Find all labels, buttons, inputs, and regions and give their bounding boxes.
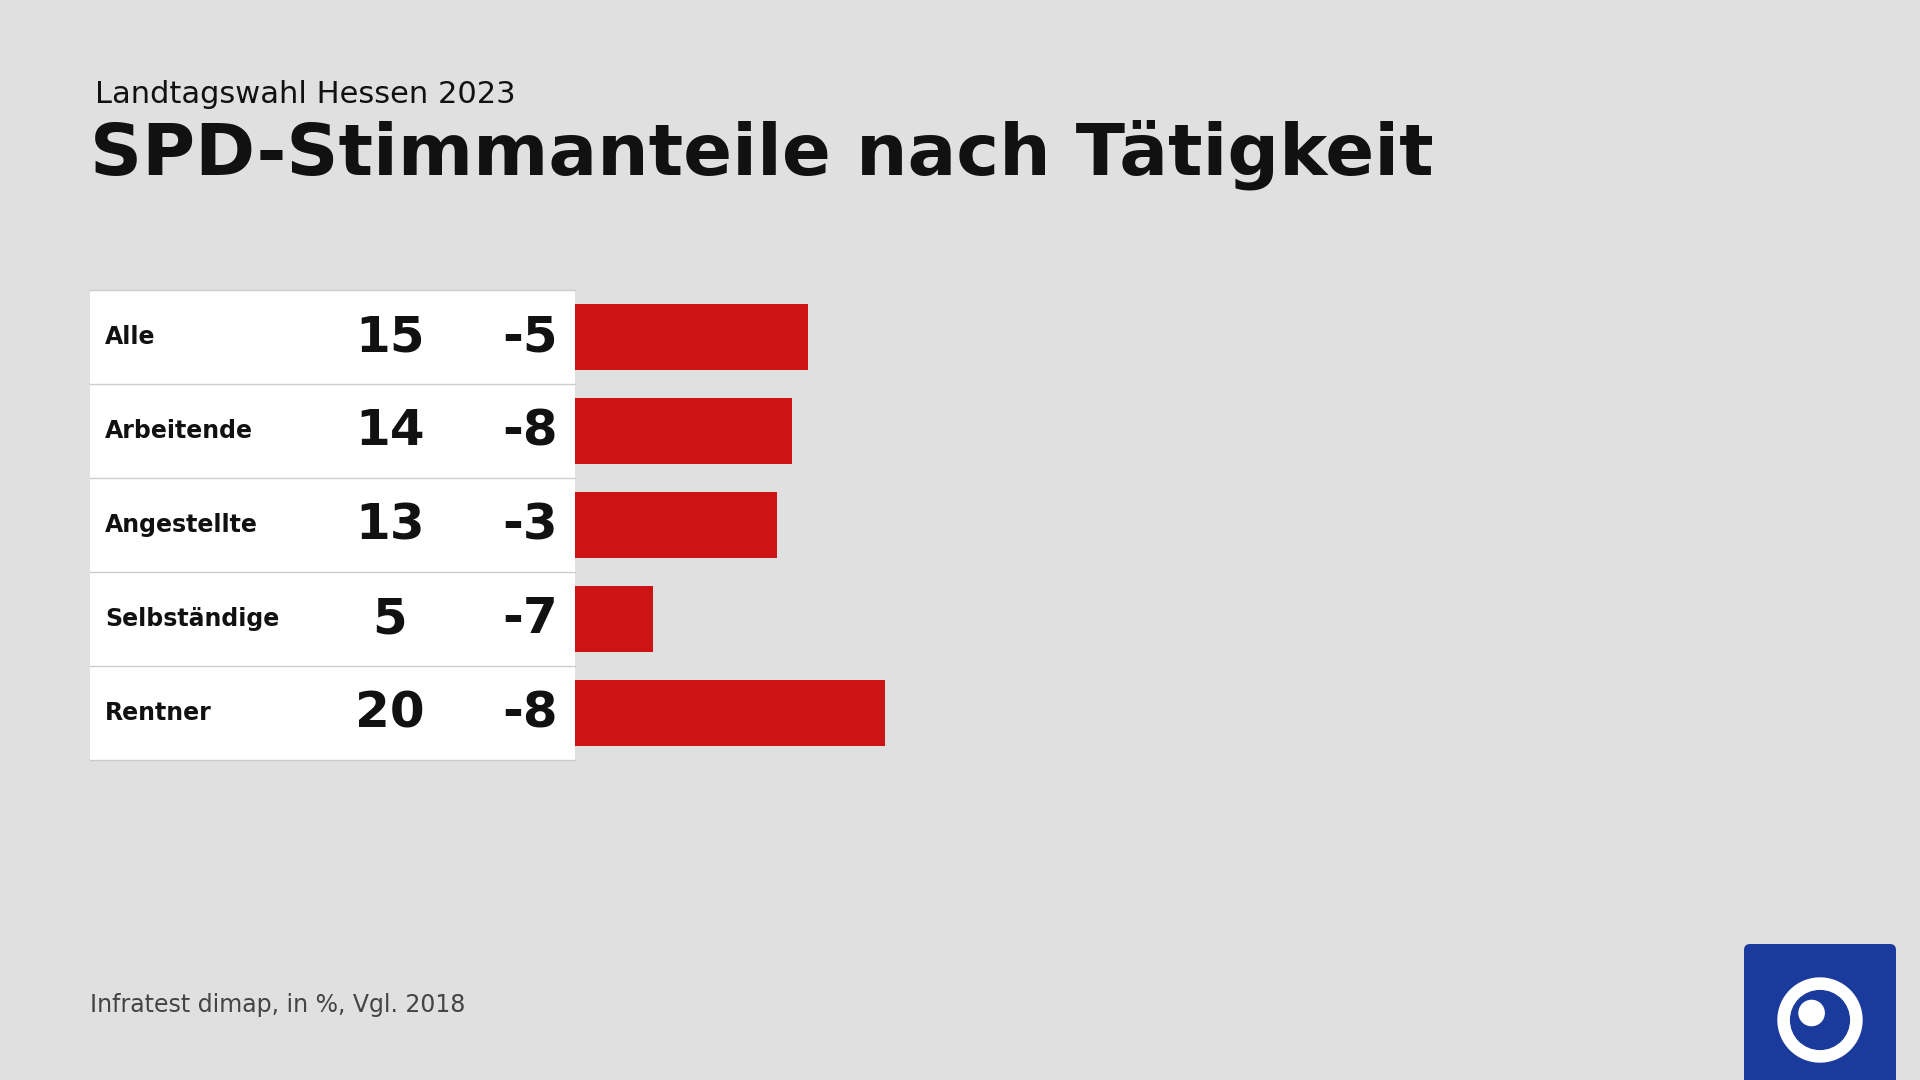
Text: 5: 5	[372, 595, 407, 643]
Text: Selbständige: Selbständige	[106, 607, 278, 631]
Text: -5: -5	[503, 313, 559, 361]
FancyBboxPatch shape	[574, 492, 776, 558]
Text: Rentner: Rentner	[106, 701, 211, 725]
Text: Infratest dimap, in %, Vgl. 2018: Infratest dimap, in %, Vgl. 2018	[90, 993, 465, 1017]
Text: 14: 14	[355, 407, 424, 455]
Text: SPD-Stimmanteile nach Tätigkeit: SPD-Stimmanteile nach Tätigkeit	[90, 120, 1434, 190]
Text: -8: -8	[503, 689, 559, 737]
Circle shape	[1791, 990, 1849, 1050]
FancyBboxPatch shape	[574, 305, 808, 369]
Text: Alle: Alle	[106, 325, 156, 349]
Text: -7: -7	[503, 595, 559, 643]
FancyBboxPatch shape	[90, 291, 574, 760]
Circle shape	[1799, 1000, 1824, 1026]
Text: Landtagswahl Hessen 2023: Landtagswahl Hessen 2023	[94, 80, 516, 109]
FancyBboxPatch shape	[1743, 944, 1895, 1080]
FancyBboxPatch shape	[574, 586, 653, 652]
Text: 20: 20	[355, 689, 424, 737]
Circle shape	[1778, 978, 1862, 1062]
Text: -3: -3	[503, 501, 559, 549]
FancyBboxPatch shape	[574, 399, 791, 464]
FancyBboxPatch shape	[574, 680, 885, 746]
Text: Angestellte: Angestellte	[106, 513, 257, 537]
Text: -8: -8	[503, 407, 559, 455]
Text: 13: 13	[355, 501, 424, 549]
Text: Arbeitende: Arbeitende	[106, 419, 253, 443]
Text: 15: 15	[355, 313, 424, 361]
